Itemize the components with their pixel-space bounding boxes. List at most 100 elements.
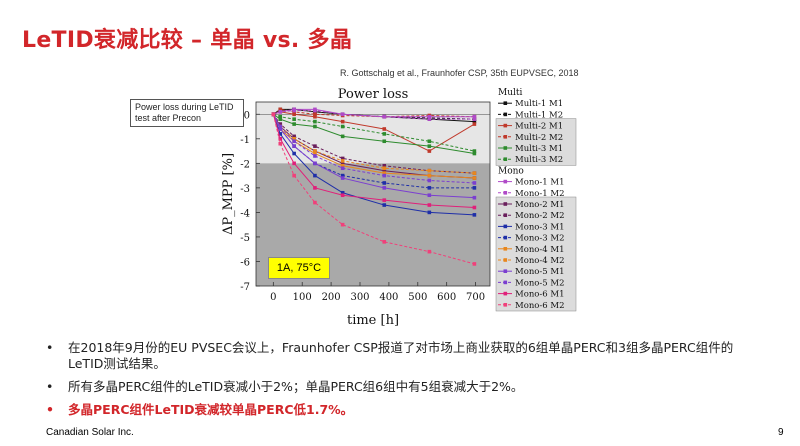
bullet-list: • 在2018年9月份的EU PVSEC会议上，Fraunhofer CSP报道… (46, 340, 766, 425)
series-line (273, 110, 475, 120)
data-point (427, 178, 432, 183)
data-point (382, 132, 387, 136)
data-point (427, 117, 432, 121)
data-point (340, 124, 345, 129)
data-point (472, 119, 477, 124)
data-point (271, 112, 276, 117)
legend-entry-label: Multi-1 M1 (515, 99, 563, 109)
data-point (313, 144, 317, 148)
data-point (382, 127, 387, 131)
data-point (313, 173, 317, 178)
series-line (272, 114, 475, 265)
legend-entry-label: Multi-3 M2 (515, 155, 563, 165)
legend-swatch-marker (503, 112, 508, 117)
data-point (278, 114, 283, 119)
series-line (272, 114, 475, 179)
bullet-item: • 所有多晶PERC组件的LeTID衰减小于2%；单晶PERC组6组中有5组衰减… (46, 379, 766, 395)
data-point (313, 112, 317, 117)
y-tick-label: 0 (244, 110, 250, 121)
series-line (272, 114, 475, 216)
data-point (382, 240, 387, 244)
legend-swatch-marker (503, 135, 508, 139)
legend-swatch-marker (503, 202, 508, 206)
data-point (313, 151, 317, 156)
legend-entry-label: Mono-3 M2 (515, 234, 565, 244)
y-tick-label: -6 (240, 257, 250, 268)
legend-entry-label: Multi-2 M1 (515, 122, 563, 132)
data-point (340, 161, 345, 166)
legend-entry-label: Mono-5 M1 (515, 267, 565, 277)
legend-swatch-marker (503, 146, 508, 150)
x-tick-label: 700 (466, 292, 485, 303)
legend-entry-label: Mono-4 M2 (515, 256, 565, 266)
data-point (472, 114, 477, 119)
data-point (472, 122, 477, 126)
data-point (382, 168, 387, 173)
data-point (340, 134, 345, 139)
data-point (340, 190, 345, 195)
bullet-text: 多晶PERC组件LeTID衰减较单晶PERC低1.7%。 (68, 402, 354, 417)
data-point (427, 249, 432, 254)
legend-swatch-marker (503, 179, 508, 184)
legend-swatch-marker (503, 101, 508, 105)
data-point (313, 119, 317, 124)
x-tick-label: 400 (379, 292, 398, 303)
data-point (340, 176, 345, 180)
legend-swatch-marker (503, 157, 508, 161)
power-loss-chart: Power loss 0 -1 -2 -3 -4 -5 -6 -7 0 100 200 300 400 50… (221, 87, 577, 328)
bullet-dot: • (46, 402, 54, 417)
y-tick-label: -3 (240, 184, 250, 195)
data-point (278, 141, 283, 146)
series-line (273, 113, 475, 152)
y-tick-label: -4 (240, 208, 250, 219)
legend-swatch-marker (503, 258, 508, 262)
legend-swatch-marker (503, 123, 508, 128)
legend-entry-label: Mono-5 M2 (515, 278, 565, 288)
chart-note: Power loss during LeTID test after Preco… (130, 99, 244, 127)
data-point (472, 186, 477, 190)
data-point (292, 108, 296, 113)
legend-entry-label: Multi-3 M1 (515, 144, 563, 154)
bullet-text: 所有多晶PERC组件的LeTID衰减小于2%；单晶PERC组6组中有5组衰减大于… (68, 379, 524, 394)
data-point (382, 173, 387, 178)
y-tick-label: -7 (240, 282, 250, 293)
data-point (382, 163, 387, 168)
series-line (272, 114, 475, 184)
legend-swatch-marker (503, 224, 508, 229)
series-line (273, 108, 475, 118)
data-point (472, 176, 477, 180)
data-point (472, 262, 477, 266)
data-point (292, 137, 296, 141)
y-tick-label: -2 (240, 159, 250, 170)
data-point (292, 117, 296, 121)
series-line (272, 114, 475, 189)
data-point (292, 122, 296, 126)
bullet-dot: • (46, 340, 54, 355)
data-point (340, 166, 345, 171)
legend-entry-label: Mono-6 M1 (515, 290, 565, 300)
legend-entry-label: Mono-6 M2 (515, 301, 565, 311)
plot-frame (255, 101, 491, 287)
legend-group-label: Multi (498, 88, 523, 98)
series-line (272, 114, 475, 199)
x-tick-label: 300 (350, 292, 369, 303)
data-point (427, 139, 432, 144)
data-point (340, 156, 345, 161)
data-point (472, 117, 477, 121)
data-point (472, 213, 477, 217)
shaded-band (256, 102, 490, 164)
series-line (272, 114, 475, 208)
legend-entry-label: Mono-1 M1 (515, 178, 565, 188)
data-point (313, 124, 317, 129)
data-point (427, 149, 432, 153)
data-point (292, 173, 296, 178)
y-tick-label: -1 (240, 135, 250, 146)
data-point (472, 171, 477, 175)
legend-swatch-marker (503, 247, 508, 251)
data-point (313, 108, 317, 113)
legend-shade-mono (495, 196, 577, 312)
data-point (472, 205, 477, 210)
x-tick-label: 500 (408, 292, 427, 303)
series-line (272, 113, 475, 174)
x-axis-label: time [h] (347, 313, 399, 328)
